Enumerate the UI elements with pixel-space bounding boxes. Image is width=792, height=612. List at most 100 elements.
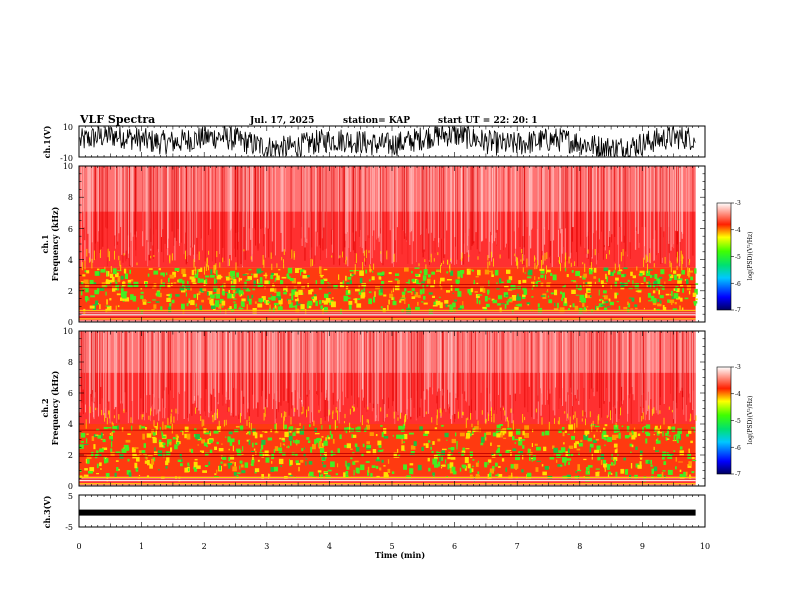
spectro-patch (502, 428, 507, 434)
spectro-patch (247, 431, 251, 434)
spectro-patch (215, 270, 218, 277)
spectro-streak (242, 166, 243, 266)
spectro-streak (288, 331, 290, 416)
spectro-tip (380, 407, 382, 412)
spectro-streak (621, 166, 623, 242)
spectro-patch (563, 442, 565, 445)
spectro-patch (347, 276, 352, 280)
spectro-patch (558, 450, 563, 455)
spectro-patch (610, 284, 612, 290)
spectro-patch (239, 295, 241, 297)
spectro-streak (569, 166, 571, 259)
spectro-patch (399, 300, 402, 303)
spectro-tip (608, 250, 610, 255)
spectro-patch (673, 293, 679, 299)
spectro-patch (350, 273, 352, 276)
spectro-patch (670, 302, 673, 305)
band-high-upper (79, 331, 696, 373)
spectro-streak (565, 331, 567, 402)
spectro-patch (527, 448, 530, 455)
spectro-patch (327, 469, 332, 472)
spectro-tip (212, 415, 213, 418)
spectro-patch (652, 290, 656, 294)
spectro-patch (526, 473, 532, 479)
spectro-tip (614, 263, 616, 270)
spectro-streak (92, 166, 94, 263)
spectro-patch (295, 304, 298, 309)
spectro-patch (435, 300, 441, 306)
spectro-patch (469, 468, 472, 474)
spectro-patch (125, 439, 131, 443)
spectro-streak (361, 166, 363, 249)
spectro-patch (648, 269, 653, 271)
spectro-tip (535, 408, 537, 413)
spectro-patch (345, 471, 349, 475)
spectro-patch (484, 432, 487, 439)
spectro-tip (490, 251, 492, 258)
spectro-patch (430, 446, 432, 450)
spectro-patch (404, 449, 406, 452)
spectro-patch (130, 279, 134, 282)
spectro-patch (205, 275, 210, 278)
spectro-patch (257, 303, 263, 308)
spectro-patch (499, 424, 503, 426)
spectro-patch (366, 445, 372, 448)
spectro-tip (440, 409, 442, 417)
spectro-patch (665, 437, 668, 441)
spectro-patch (381, 281, 385, 284)
spectro-patch (572, 303, 575, 308)
spectro-streak (693, 331, 695, 421)
spectro-patch (237, 472, 241, 474)
spectro-streak (561, 166, 563, 230)
spectro-tip (433, 258, 435, 262)
spectro-streak (617, 166, 619, 245)
spectro-tip (441, 262, 442, 266)
spectro-streak (611, 166, 612, 243)
spectro-tip (582, 262, 584, 265)
spectro-patch (455, 279, 460, 284)
spectro-tip (142, 414, 144, 417)
spectro-patch (86, 458, 90, 464)
spectro-tip (235, 262, 237, 270)
spectro-tip (491, 416, 493, 423)
spectro-streak (368, 166, 370, 239)
spectro-tip (112, 423, 114, 426)
spectro-patch (114, 472, 117, 477)
spectro-patch (639, 297, 641, 303)
spectro-tip (591, 423, 593, 432)
spectro-tip (567, 413, 569, 419)
spectro-patch (537, 303, 540, 308)
spectro-patch (678, 276, 681, 279)
spectro-patch (582, 303, 585, 307)
spectro-streak (614, 166, 616, 238)
spectro-patch (306, 437, 310, 440)
spectro-patch (447, 305, 451, 307)
spectro-patch (166, 444, 169, 447)
spectro-patch (394, 278, 399, 281)
spectro-patch (112, 286, 117, 290)
spectro-patch (379, 292, 383, 296)
spectro-streak (122, 331, 123, 404)
spectro-patch (621, 425, 624, 427)
spectro-patch (274, 446, 279, 451)
spectro-patch (497, 473, 499, 477)
spectro-streak (275, 331, 277, 420)
spectro-streak (420, 331, 422, 399)
spectro-patch (218, 448, 224, 452)
spectro-patch (121, 448, 127, 454)
spectro-patch (105, 291, 107, 296)
spectro-patch (461, 464, 466, 467)
spectro-patch (195, 308, 199, 312)
spectro-patch (587, 295, 592, 299)
spectro-patch (623, 267, 628, 270)
spectro-patch (336, 426, 338, 428)
spectro-patch (324, 306, 328, 313)
spectro-patch (568, 445, 574, 449)
spectro-streak (310, 166, 312, 260)
spectro-patch (356, 303, 362, 308)
spectro-patch (675, 456, 677, 462)
spectro-streak (657, 166, 659, 254)
spectro-patch (136, 455, 140, 462)
spectro-streak (423, 331, 425, 417)
spectro-patch (321, 462, 324, 465)
